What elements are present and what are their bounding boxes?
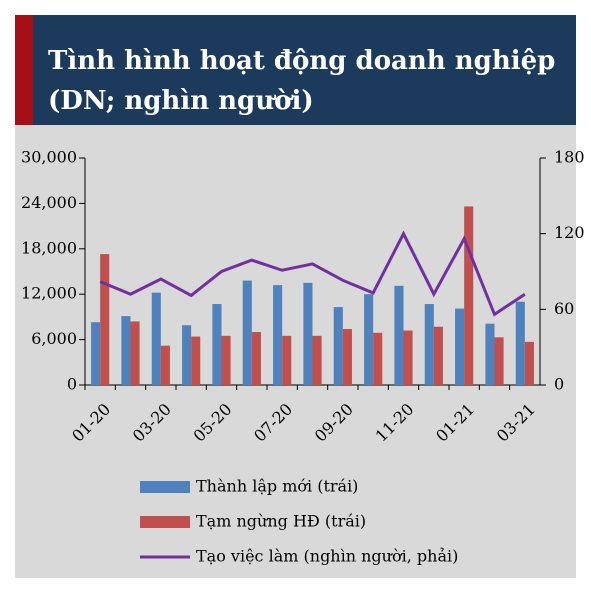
- bar: [333, 307, 343, 385]
- bar: [524, 341, 534, 385]
- bar: [182, 325, 192, 385]
- y-tick-label: 6,000: [31, 329, 77, 348]
- bar: [212, 304, 222, 385]
- y2-tick-label: 0: [554, 375, 564, 394]
- bar: [403, 330, 413, 385]
- bar: [364, 294, 374, 385]
- y-tick-label: 18,000: [21, 238, 77, 257]
- bar: [251, 332, 261, 385]
- legend-swatch: [140, 516, 190, 528]
- bar: [130, 321, 140, 385]
- y-tick-label: 30,000: [21, 148, 77, 167]
- bar: [494, 337, 504, 385]
- bar: [151, 292, 161, 385]
- bar: [394, 285, 404, 385]
- bar: [121, 316, 131, 385]
- bar: [221, 335, 231, 385]
- bar: [433, 326, 443, 385]
- bar: [424, 304, 434, 385]
- bar: [91, 322, 101, 385]
- bar: [303, 282, 313, 385]
- y2-tick-label: 60: [554, 299, 574, 318]
- bar: [455, 308, 465, 385]
- bar: [312, 335, 322, 385]
- bar: [242, 280, 252, 385]
- bar: [282, 335, 292, 385]
- bar: [485, 323, 495, 385]
- line-series: [99, 230, 526, 317]
- bar: [191, 336, 201, 385]
- y2-tick-label: 180: [554, 148, 585, 167]
- legend-label: Thành lập mới (trái): [196, 477, 358, 496]
- bar: [100, 254, 110, 385]
- y-tick-label: 24,000: [21, 193, 77, 212]
- chart-title: Tình hình hoạt động doanh nghiệp: [48, 46, 555, 76]
- header-accent: [15, 15, 33, 125]
- y2-tick-label: 120: [554, 223, 585, 242]
- bar: [464, 206, 474, 385]
- bar: [342, 329, 352, 385]
- bar: [373, 332, 383, 385]
- bar: [160, 345, 170, 385]
- y-tick-label: 0: [67, 375, 77, 394]
- chart-title: (DN; nghìn người): [48, 86, 314, 116]
- legend-label: Tạo việc làm (nghìn người, phải): [196, 547, 458, 566]
- legend-swatch: [140, 481, 190, 493]
- bar: [273, 285, 283, 385]
- header-band: [15, 15, 576, 125]
- bar: [515, 301, 525, 385]
- legend-label: Tạm ngừng HĐ (trái): [196, 512, 366, 531]
- y-tick-label: 12,000: [21, 284, 77, 303]
